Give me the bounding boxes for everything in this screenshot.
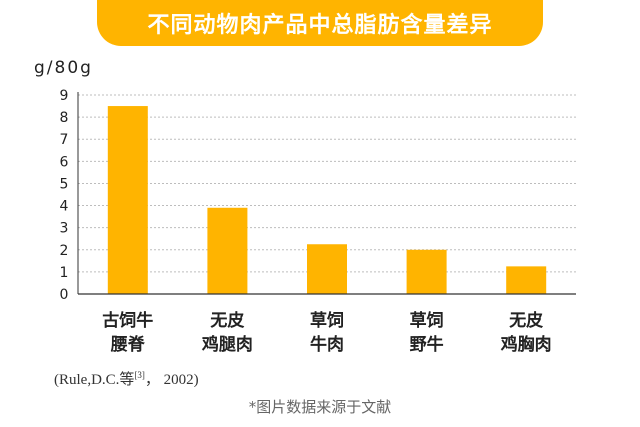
source-main: (Rule,D.C.等	[54, 372, 135, 388]
bar	[406, 249, 447, 294]
chart-title: 不同动物肉产品中总脂肪含量差异	[147, 13, 493, 38]
x-tick-label-line: 无皮	[509, 311, 544, 331]
y-tick-label: 0	[60, 287, 69, 303]
y-tick-label: 2	[60, 243, 69, 259]
x-tick-label-line: 古饲牛	[102, 311, 154, 331]
bar	[207, 207, 248, 294]
y-axis-label: g/80g	[34, 58, 93, 78]
y-tick-label: 4	[60, 199, 69, 215]
y-tick-label: 8	[60, 110, 69, 126]
y-tick-label: 1	[60, 265, 69, 281]
bar	[506, 266, 547, 294]
footnote: *图片数据来源于文献	[248, 398, 392, 416]
bar	[107, 106, 148, 294]
x-tick-label-line: 鸡腿肉	[201, 335, 253, 355]
x-tick-label: 无皮 鸡腿肉	[172, 309, 282, 357]
x-tick-label-line: 无皮	[210, 311, 245, 331]
x-tick-label-line: 腰脊	[110, 335, 145, 355]
y-tick-label: 9	[60, 88, 69, 104]
y-tick-label: 7	[60, 132, 69, 148]
y-tick-label: 5	[60, 176, 69, 192]
x-tick-label-line: 牛肉	[310, 335, 344, 355]
bar	[307, 244, 347, 294]
x-tick-label: 草饲 牛肉	[272, 309, 382, 357]
source-ref: [3]	[134, 370, 145, 380]
x-tick-label-line: 草饲	[409, 311, 444, 331]
y-tick-label: 3	[60, 221, 69, 237]
y-tick-label: 6	[60, 154, 69, 170]
source-citation: (Rule,D.C.等[3]， 2002)	[54, 368, 199, 389]
x-tick-label: 草饲 野牛	[372, 309, 482, 357]
x-tick-label: 无皮 鸡胸肉	[471, 309, 581, 357]
title-banner: 不同动物肉产品中总脂肪含量差异	[97, 0, 543, 46]
x-tick-label: 古饲牛 腰脊	[73, 309, 183, 357]
x-tick-label-line: 草饲	[310, 311, 344, 331]
source-tail: ， 2002)	[144, 372, 199, 388]
x-tick-label-line: 鸡胸肉	[500, 335, 552, 355]
x-tick-label-line: 野牛	[409, 335, 444, 355]
